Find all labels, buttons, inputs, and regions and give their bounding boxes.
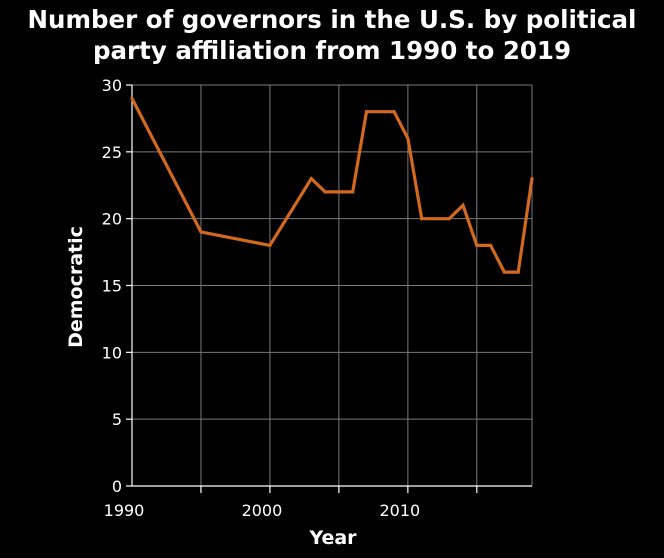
data-point-2014 — [461, 203, 465, 207]
x-tick-label-2000: 2000 — [242, 501, 283, 520]
data-point-2010 — [406, 136, 410, 141]
chart-title-line-2: party affiliation from 1990 to 2019 — [93, 36, 571, 65]
series-group — [130, 96, 534, 274]
data-point-1990 — [130, 96, 134, 100]
data-point-2017 — [502, 270, 507, 274]
data-point-2000 — [268, 243, 272, 247]
x-tick-label-2010: 2010 — [380, 501, 421, 520]
y-tick-label-0: 0 — [112, 477, 122, 496]
data-point-2015 — [475, 243, 479, 247]
y-tick-label-5: 5 — [112, 410, 122, 429]
data-point-2007 — [364, 110, 369, 114]
data-point-2003 — [309, 176, 313, 181]
y-tick-label-30: 30 — [102, 76, 122, 95]
data-point-2018 — [516, 270, 520, 274]
chart-title-line-1: Number of governors in the U.S. by polit… — [28, 5, 637, 34]
data-point-2019 — [530, 176, 534, 181]
y-axis-label: Democratic — [65, 226, 87, 348]
data-point-2011 — [420, 217, 424, 221]
data-point-2006 — [351, 190, 355, 194]
axes — [126, 84, 532, 493]
y-tick-label-10: 10 — [102, 343, 122, 362]
data-point-2013 — [447, 217, 451, 221]
y-tick-label-15: 15 — [102, 277, 122, 296]
y-tick-label-25: 25 — [102, 143, 122, 162]
data-point-1995 — [199, 230, 203, 234]
data-point-2009 — [392, 110, 396, 114]
x-axis-label: Year — [308, 527, 357, 549]
y-tick-label-20: 20 — [102, 210, 122, 229]
data-point-2004 — [323, 190, 327, 194]
grid — [132, 84, 533, 486]
tick-labels: 0 5 10 15 20 25 30 1990 2000 2010 — [102, 76, 421, 520]
data-point-2016 — [489, 243, 493, 247]
x-tick-label-1990: 1990 — [104, 501, 145, 520]
